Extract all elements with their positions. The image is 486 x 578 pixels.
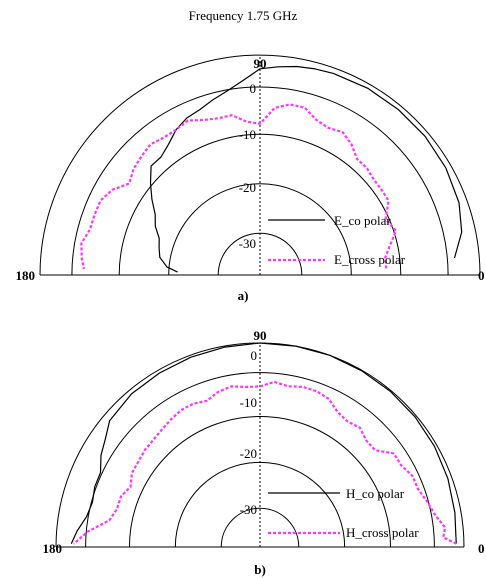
legend-label-cross-a: E_cross polar <box>334 252 406 267</box>
co-polar-trace <box>70 342 457 544</box>
radial-tick-20-b: -20 <box>240 446 257 461</box>
figure-title: Frequency 1.75 GHz <box>189 8 298 23</box>
radial-tick-10-b: -10 <box>240 395 257 410</box>
angle-label-90-a: 90 <box>254 56 267 71</box>
co-polar-trace <box>149 65 463 273</box>
grid-ring <box>220 507 300 548</box>
radial-tick-20-a: -20 <box>239 180 256 195</box>
grid-ring <box>168 183 352 276</box>
angle-label-90-b: 90 <box>254 328 267 343</box>
radial-tick-10-a: -10 <box>239 127 256 142</box>
legend-label-co-a: E_co polar <box>334 213 391 228</box>
radial-tick-0-a: 0 <box>250 81 257 96</box>
panel-label-a: a) <box>238 288 249 303</box>
cross-polar-trace <box>80 103 398 270</box>
radial-tick-30-b: -30 <box>240 502 257 517</box>
grid-ring <box>128 415 392 548</box>
grid-ring <box>85 372 435 548</box>
radial-tick-30-a: -30 <box>239 236 256 251</box>
legend-label-cross-b: H_cross polar <box>346 525 419 540</box>
angle-label-180-a: 180 <box>16 268 36 283</box>
angle-label-0-b: 0 <box>478 541 485 556</box>
polar-chart-a: 90 180 0 a) 0 -10 -20 -30 E_co polar E_c… <box>16 54 485 303</box>
radial-tick-0-b: 0 <box>251 348 258 363</box>
outer-boundary-arc <box>39 54 481 276</box>
polar-chart-b: 90 180 0 b) 0 -10 -20 -30 H_co polar H_c… <box>43 328 485 577</box>
panel-label-b: b) <box>254 562 266 577</box>
angle-label-180-b: 180 <box>43 541 63 556</box>
angle-label-0-a: 0 <box>478 268 485 283</box>
cross-polar-trace <box>73 380 457 545</box>
legend-label-co-b: H_co polar <box>346 486 405 501</box>
